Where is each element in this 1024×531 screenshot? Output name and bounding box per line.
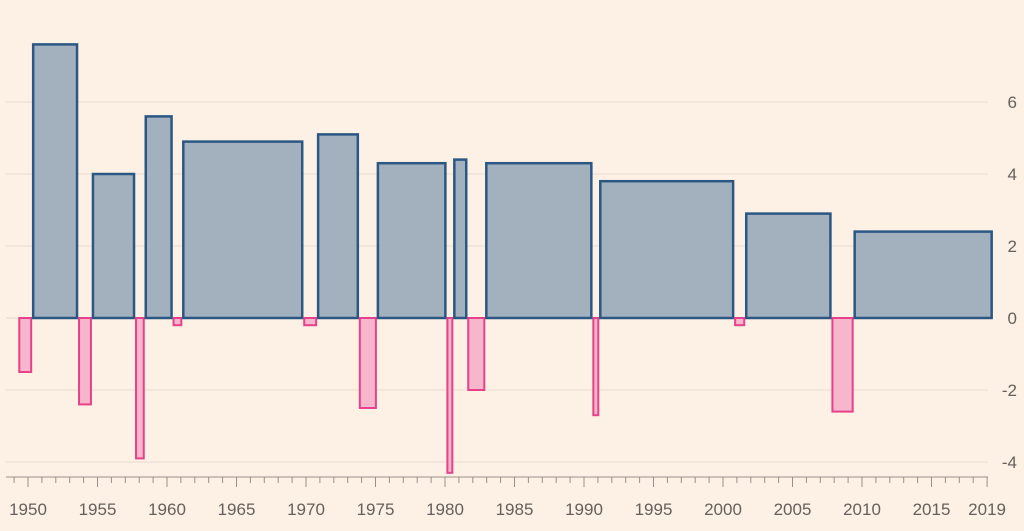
x-tick-label-2015: 2015 [913,500,951,519]
bar-positive-5 [144,115,173,320]
bar-negative-4 [135,317,145,460]
y-tick-label--4: -4 [1002,453,1017,472]
bar-positive-13 [453,158,468,320]
x-tick-label-2005: 2005 [774,500,812,519]
bar-positive-19 [744,212,832,320]
bar-negative-10 [358,317,377,409]
bar-negative-0 [18,317,33,373]
y-tick-label-0: 0 [1008,309,1017,328]
bar-positive-21 [853,230,993,320]
bar-positive-7 [182,140,304,320]
x-tick-label-1995: 1995 [635,500,673,519]
bar-negative-8 [303,317,318,327]
y-tick-label-6: 6 [1008,93,1017,112]
bar-negative-16 [592,317,600,417]
x-tick-label-1960: 1960 [148,500,186,519]
bar-positive-11 [376,161,447,320]
y-tick-label-4: 4 [1008,165,1017,184]
x-axis: 1950 1955 1960 1965 1970 1975 1980 1985 1990 1995… [6,476,1006,519]
x-tick-label-1975: 1975 [357,500,395,519]
x-tick-label-2010: 2010 [843,500,881,519]
bar-positive-3 [91,172,136,320]
bar-positive-1 [31,43,79,320]
bar-negative-12 [446,317,454,474]
bars [18,43,993,474]
y-axis: 6 4 2 0 -2 -4 [1002,93,1017,472]
x-tick-label-1990: 1990 [565,500,603,519]
bar-negative-14 [467,317,486,391]
x-tick-label-1970: 1970 [287,500,325,519]
bar-positive-15 [485,161,593,320]
x-tick-label-1980: 1980 [426,500,464,519]
bar-negative-20 [831,317,854,413]
x-tick-label-1950: 1950 [9,500,47,519]
x-tick-label-1955: 1955 [79,500,117,519]
bar-negative-18 [734,317,746,327]
x-tick-label-1965: 1965 [218,500,256,519]
x-tick-label-2000: 2000 [704,500,742,519]
bar-negative-2 [78,317,92,406]
y-tick-label-2: 2 [1008,237,1017,256]
bar-negative-6 [172,317,183,327]
x-tick-label-1985: 1985 [496,500,534,519]
y-tick-label--2: -2 [1002,381,1017,400]
bar-positive-9 [316,133,360,320]
bar-positive-17 [599,179,735,320]
x-tick-label-2019: 2019 [968,500,1006,519]
